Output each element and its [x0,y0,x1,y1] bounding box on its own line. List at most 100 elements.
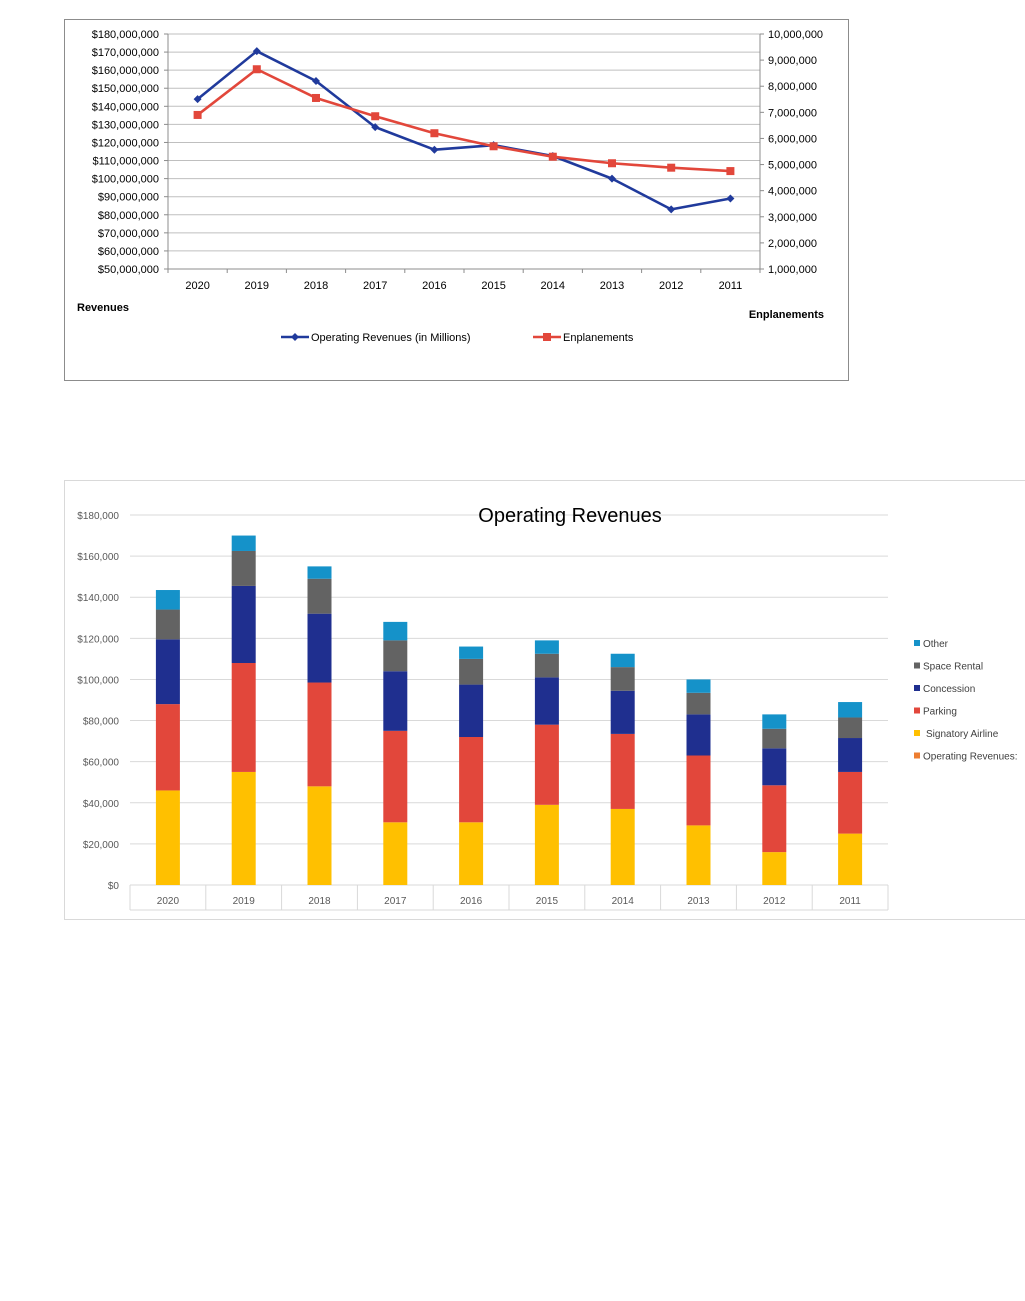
bar-segment [459,737,484,823]
bar-segment [155,790,180,885]
data-point [252,65,261,74]
legend-swatch [914,640,920,646]
data-point [371,112,380,121]
right-axis-tick-label: 4,000,000 [768,186,817,198]
y-axis-tick-label: $100,000 [77,675,119,686]
bar-segment [762,748,787,786]
data-point [489,142,498,151]
x-axis-tick-label: 2020 [157,896,180,907]
left-axis-tick-label: $140,000,000 [92,101,159,113]
right-axis-tick-label: 6,000,000 [768,133,817,145]
bar-segment [686,679,711,693]
legend-label: Concession [923,684,975,695]
x-axis-tick-label: 2020 [185,280,209,292]
y-axis-tick-label: $60,000 [83,758,120,769]
data-point [430,129,439,138]
y-axis-tick-label: $140,000 [77,593,119,604]
bar-segment [838,738,863,772]
bar-segment [534,804,559,885]
left-axis-title: Revenues [77,302,129,314]
data-point [726,194,735,203]
bar-segment [686,692,711,715]
bar-segment [231,771,256,885]
series-line [196,67,731,173]
x-axis-tick-label: 2017 [363,280,387,292]
bar-segment [383,822,408,885]
bar-segment [838,771,863,834]
legend-swatch [914,707,920,714]
data-point [430,145,439,154]
bar-segment [231,550,256,586]
bar-segment [231,585,256,663]
x-axis-tick-label: 2019 [245,280,269,292]
left-axis-tick-label: $150,000,000 [92,83,159,95]
bar-segment [307,578,332,614]
legend-label: Space Rental [923,662,983,673]
right-axis-title: Enplanements [749,309,824,321]
y-axis-tick-label: $120,000 [77,634,119,645]
bar-segment [383,621,408,641]
series-line [196,49,731,211]
y-axis-tick-label: $80,000 [83,717,120,728]
legend-marker [291,333,299,341]
bar-segment [610,667,635,691]
bar-chart-canvas: $0 $20,000 $40,000 $60,000 $80,000 $100,000 $1… [77,505,1018,911]
bar-segment [383,640,408,672]
x-axis-tick-label: 2016 [422,280,446,292]
right-axis-tick-label: 3,000,000 [768,212,817,224]
x-axis-tick-label: 2012 [659,280,683,292]
data-point [667,205,676,214]
bar-segment [686,755,711,826]
line-chart-canvas: $50,000,000 $60,000,000 $70,000,000 $80,000… [77,29,824,344]
data-point [548,152,557,161]
x-axis-tick-label: 2018 [308,896,331,907]
legend-label: Parking [923,707,957,718]
legend-swatch [914,685,920,691]
bar-segment [307,682,332,787]
bar-segment [762,785,787,853]
operating-revenues-bar-chart: $0 $20,000 $40,000 $60,000 $80,000 $100,000 $1… [64,480,1025,920]
legend-label: Operating Revenues (in Millions) [311,332,471,344]
bar-segment [231,663,256,772]
left-axis-tick-label: $70,000,000 [98,228,159,240]
bar-segment [686,825,711,885]
data-point [312,93,320,102]
data-point [312,77,320,85]
x-axis-tick-label: 2014 [612,896,635,907]
bar-segment [459,658,484,685]
data-point [726,167,735,176]
legend-swatch [914,752,920,759]
bar-segment [610,690,635,734]
legend-label: Enplanements [563,332,634,344]
x-axis-tick-label: 2014 [541,280,565,292]
data-point [371,123,380,132]
bar-segment [155,639,180,705]
left-axis-tick-label: $160,000,000 [92,65,159,77]
bar-segment [762,852,787,885]
bar-segment [383,671,408,731]
x-axis-tick-label: 2013 [600,280,624,292]
bar-segment [459,646,484,659]
bar-segment [231,535,256,551]
x-axis-tick-label: 2019 [233,896,256,907]
bar-segment [155,704,180,791]
bar-segment [383,730,408,823]
bar-segment [307,786,332,885]
data-point [193,110,202,119]
bar-segment [534,677,559,725]
y-axis-tick-label: $0 [108,881,120,892]
right-axis-tick-label: 2,000,000 [768,238,817,250]
bar-segment [762,714,787,729]
left-axis-tick-label: $90,000,000 [98,192,159,204]
right-axis-tick-label: 8,000,000 [768,81,817,93]
left-axis-tick-label: $80,000,000 [98,210,159,222]
right-axis-tick-label: 7,000,000 [768,107,817,119]
bar-segment [459,822,484,885]
data-point [608,174,616,183]
bar-segment [307,613,332,683]
legend-swatch [914,730,920,736]
left-axis-tick-label: $130,000,000 [92,119,159,131]
left-axis-tick-label: $110,000,000 [93,156,159,168]
bar-segment [610,653,635,668]
y-axis-tick-label: $180,000 [77,511,119,522]
